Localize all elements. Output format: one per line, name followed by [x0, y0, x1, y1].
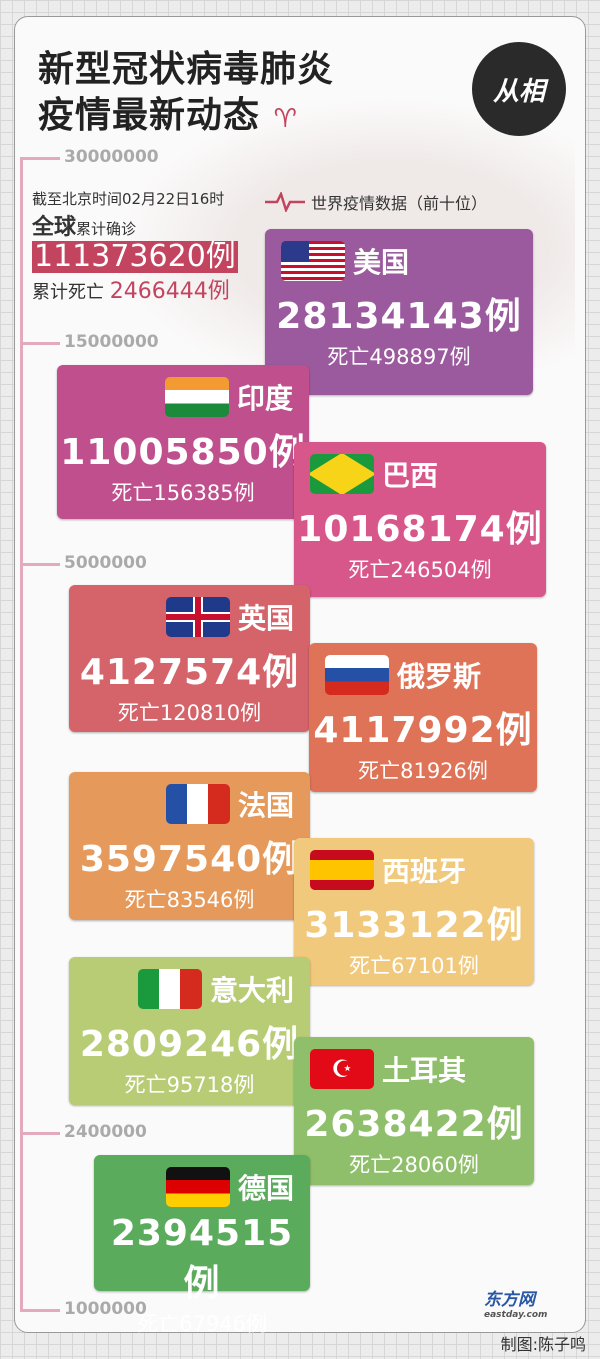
- country-header: 印度: [57, 377, 309, 417]
- country-header: 美国: [265, 241, 533, 281]
- confirmed-cases: 2809246例: [79, 1024, 300, 1065]
- section-header: 世界疫情数据（前十位）: [265, 190, 487, 214]
- axis-tick: [20, 157, 60, 160]
- deaths: 死亡83546例: [124, 888, 255, 912]
- heartbeat-icon: [265, 192, 305, 212]
- confirmed-cases: 2394515例: [110, 1213, 294, 1304]
- country-name: 意大利: [209, 974, 294, 1007]
- country-card-de: 德国 2394515例 死亡67946例: [94, 1155, 310, 1336]
- deaths: 死亡498897例: [327, 345, 471, 369]
- country-header: 德国: [94, 1167, 310, 1207]
- country-header: 法国: [69, 784, 310, 824]
- confirmed-cases: 2638422例: [304, 1104, 524, 1145]
- deaths-label: 累计死亡: [32, 282, 104, 303]
- fr-flag-icon: [165, 784, 230, 824]
- de-flag-icon: [165, 1167, 230, 1207]
- country-card-it: 意大利 2809246例 死亡95718例: [69, 957, 310, 1105]
- total-deaths-row: 累计死亡 2466444例: [32, 273, 238, 305]
- country-name: 印度: [236, 382, 293, 415]
- axis-tick-label: 5000000: [64, 553, 147, 573]
- total-confirmed: 111373620例: [32, 239, 238, 274]
- country-card-tr: ☪ 土耳其 2638422例 死亡28060例: [294, 1037, 534, 1185]
- country-header: ☪ 土耳其: [294, 1049, 534, 1089]
- country-header: 英国: [69, 597, 310, 637]
- deaths: 死亡246504例: [348, 558, 492, 582]
- country-name: 土耳其: [382, 1054, 467, 1087]
- global-confirmed-label: 全球累计确诊: [32, 209, 238, 241]
- confirmed-cases: 28134143例: [276, 296, 522, 337]
- country-header: 意大利: [69, 969, 310, 1009]
- us-flag-icon: [281, 241, 345, 281]
- deaths: 死亡67101例: [349, 954, 479, 978]
- country-name: 德国: [237, 1172, 294, 1205]
- axis-tick-label: 2400000: [64, 1122, 147, 1142]
- br-flag-icon: [310, 454, 374, 494]
- axis-tick-label: 1000000: [64, 1299, 147, 1319]
- confirmed-cases: 11005850例: [60, 432, 306, 473]
- country-card-fr: 法国 3597540例 死亡83546例: [69, 772, 310, 920]
- country-card-in: 印度 11005850例 死亡156385例: [57, 365, 309, 519]
- axis-tick: [20, 342, 60, 345]
- section-title: 世界疫情数据（前十位）: [311, 194, 488, 213]
- congxiang-logo: 从相: [472, 42, 566, 136]
- axis-tick: [20, 1309, 60, 1312]
- as-of-time: 截至北京时间02月22日16时: [32, 190, 225, 208]
- confirmed-cases: 10168174例: [297, 509, 543, 550]
- deaths: 死亡156385例: [111, 481, 255, 505]
- title-line-1: 新型冠状病毒肺炎: [38, 49, 335, 90]
- tr-flag-icon: ☪: [310, 1049, 374, 1089]
- ru-flag-icon: [325, 655, 389, 695]
- credit: 制图:陈子鸣: [500, 1335, 586, 1354]
- confirmed-cases: 3133122例: [304, 905, 524, 946]
- deaths: 死亡28060例: [349, 1153, 479, 1177]
- in-flag-icon: [164, 377, 229, 417]
- country-card-br: 巴西 10168174例 死亡246504例: [294, 442, 546, 597]
- deaths: 死亡67946例: [137, 1312, 267, 1336]
- deaths: 死亡95718例: [124, 1073, 255, 1097]
- country-card-es: 西班牙 3133122例 死亡67101例: [294, 838, 534, 985]
- country-header: 西班牙: [294, 850, 534, 890]
- country-name: 英国: [237, 602, 294, 635]
- axis-tick: [20, 1132, 60, 1135]
- deaths: 死亡120810例: [117, 701, 262, 725]
- title-line-2: 疫情最新动态 ♈: [38, 95, 298, 136]
- global-summary: 截至北京时间02月22日16时 全球累计确诊 111373620例 累计死亡 2…: [32, 188, 238, 305]
- scale-axis: [20, 158, 23, 1310]
- country-name: 美国: [353, 246, 410, 279]
- confirmed-cases: 3597540例: [79, 839, 300, 880]
- country-name: 西班牙: [382, 855, 467, 888]
- total-deaths: 2466444例: [109, 279, 230, 304]
- country-header: 巴西: [294, 454, 546, 494]
- axis-tick-label: 30000000: [64, 147, 159, 167]
- country-header: 俄罗斯: [309, 655, 537, 695]
- global-label: 全球: [32, 215, 77, 240]
- country-name: 法国: [237, 789, 294, 822]
- country-name: 俄罗斯: [397, 660, 482, 693]
- eastday-logo: 东方网 eastday.com: [484, 1290, 548, 1320]
- it-flag-icon: [137, 969, 202, 1009]
- gb-flag-icon: [165, 597, 230, 637]
- country-name: 巴西: [382, 459, 439, 492]
- es-flag-icon: [310, 850, 374, 890]
- confirmed-label: 累计确诊: [76, 220, 137, 238]
- confirmed-cases: 4117992例: [313, 710, 533, 751]
- axis-tick: [20, 563, 60, 566]
- confirmed-cases: 4127574例: [79, 652, 300, 693]
- country-card-ru: 俄罗斯 4117992例 死亡81926例: [309, 643, 537, 792]
- country-card-us: 美国 28134143例 死亡498897例: [265, 229, 533, 395]
- deaths: 死亡81926例: [358, 759, 488, 783]
- axis-tick-label: 15000000: [64, 332, 159, 352]
- lungs-icon: ♈: [273, 104, 298, 134]
- country-card-gb: 英国 4127574例 死亡120810例: [69, 585, 310, 732]
